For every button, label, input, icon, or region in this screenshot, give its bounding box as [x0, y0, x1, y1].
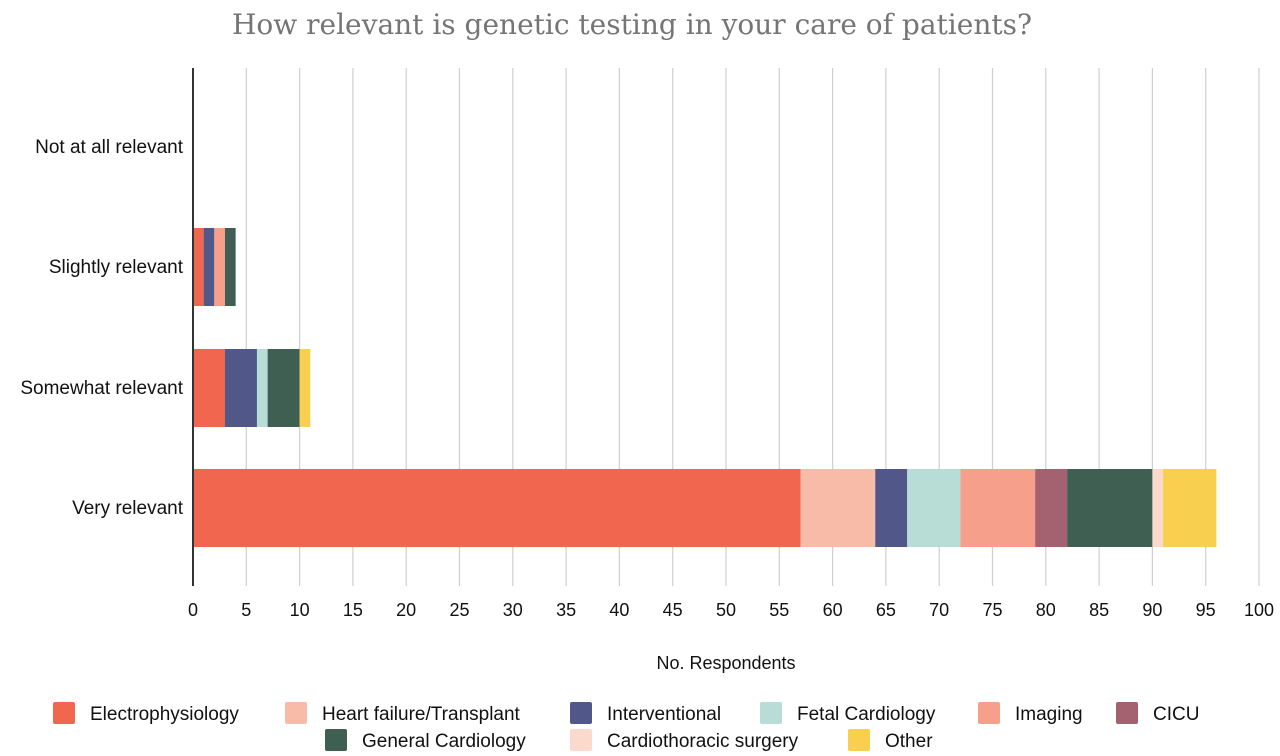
legend-swatch — [53, 702, 75, 724]
category-label: Very relevant — [72, 498, 184, 519]
x-tick-label: 65 — [876, 600, 896, 620]
bar-segment — [907, 469, 961, 547]
bar-segment — [224, 349, 257, 427]
legend-label: Other — [885, 731, 933, 752]
x-tick-label: 55 — [769, 600, 789, 620]
x-axis-title: No. Respondents — [656, 653, 795, 673]
x-tick-label: 75 — [982, 600, 1002, 620]
bar-segment — [193, 228, 204, 306]
legend-swatch — [1116, 702, 1138, 724]
bar-segment — [193, 349, 225, 427]
legend-label: General Cardiology — [362, 731, 526, 752]
x-tick-labels: 0 5 10 15 20 25 30 35 40 45 50 55 60 65 70 75 80 85 90 95 10… — [188, 600, 1274, 620]
bar-segment — [256, 349, 268, 427]
x-tick-label: 30 — [503, 600, 523, 620]
category-labels: Not at all relevant Slightly relevant Some… — [20, 137, 183, 519]
x-tick-label: 100 — [1244, 600, 1274, 620]
bar-segment — [193, 469, 801, 547]
bar-segment — [960, 469, 1036, 547]
legend-label: Fetal Cardiology — [797, 704, 936, 725]
category-label: Somewhat relevant — [20, 378, 183, 399]
x-tick-label: 80 — [1036, 600, 1056, 620]
legend-label: Interventional — [607, 704, 721, 725]
bar-segment — [1163, 469, 1217, 547]
x-tick-label: 95 — [1196, 600, 1216, 620]
bar-segment — [224, 228, 236, 306]
legend-swatch — [848, 729, 870, 751]
legend-swatch — [978, 702, 1000, 724]
x-tick-label: 15 — [343, 600, 363, 620]
legend-label: Imaging — [1015, 704, 1083, 725]
category-label: Slightly relevant — [49, 257, 184, 278]
x-tick-label: 50 — [716, 600, 736, 620]
bar-segment — [800, 469, 876, 547]
x-tick-label: 45 — [663, 600, 683, 620]
x-tick-label: 85 — [1089, 600, 1109, 620]
bar-segment — [299, 349, 311, 427]
bar-segment — [1152, 469, 1164, 547]
bars — [193, 228, 1217, 547]
legend-label: Heart failure/Transplant — [322, 704, 521, 725]
x-tick-label: 25 — [449, 600, 469, 620]
x-tick-label: 0 — [188, 600, 198, 620]
bar-segment — [1067, 469, 1153, 547]
bar-segment — [203, 228, 215, 306]
x-tick-label: 70 — [929, 600, 949, 620]
legend-label: CICU — [1153, 704, 1199, 725]
legend: Electrophysiology Heart failure/Transplan… — [53, 702, 1199, 752]
chart-title: How relevant is genetic testing in your … — [232, 8, 1032, 41]
legend-swatch — [325, 729, 347, 751]
x-tick-label: 5 — [241, 600, 251, 620]
x-tick-label: 20 — [396, 600, 416, 620]
x-tick-label: 90 — [1142, 600, 1162, 620]
category-label: Not at all relevant — [35, 137, 184, 158]
bar-segment — [267, 349, 300, 427]
legend-swatch — [760, 702, 782, 724]
x-tick-label: 60 — [823, 600, 843, 620]
bar-segment — [875, 469, 908, 547]
bar-segment — [1035, 469, 1068, 547]
x-tick-label: 40 — [609, 600, 629, 620]
x-tick-label: 10 — [290, 600, 310, 620]
legend-label: Electrophysiology — [90, 704, 239, 725]
legend-label: Cardiothoracic surgery — [607, 731, 799, 752]
legend-swatch — [570, 702, 592, 724]
x-tick-label: 35 — [556, 600, 576, 620]
bar-segment — [214, 228, 225, 306]
legend-swatch — [570, 729, 592, 751]
legend-swatch — [285, 702, 307, 724]
